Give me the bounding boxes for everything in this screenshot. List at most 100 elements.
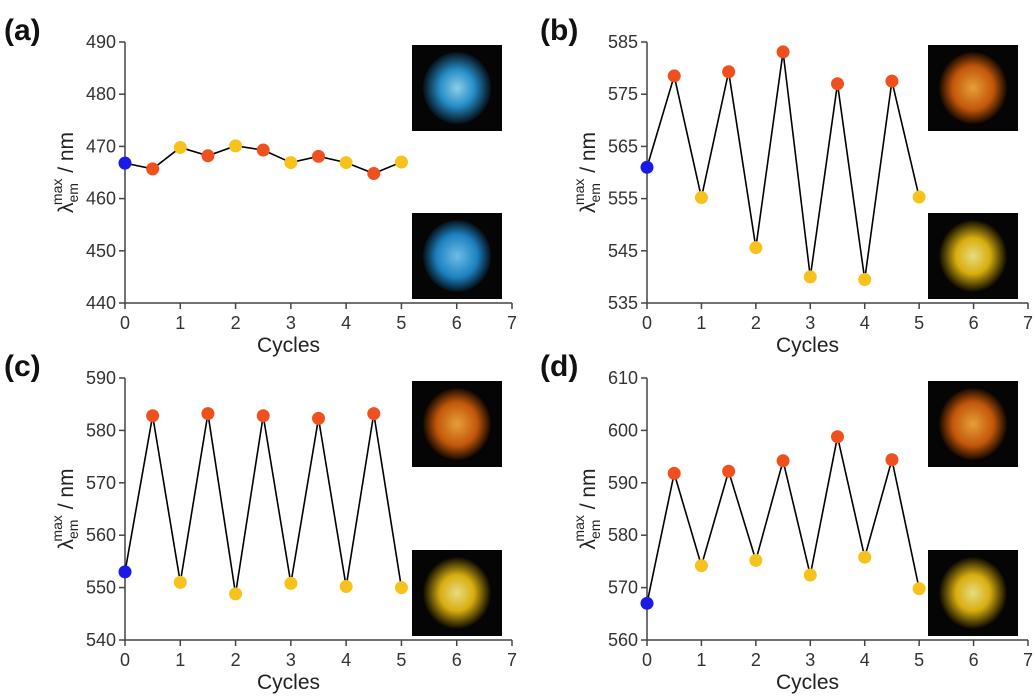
data-point: [118, 565, 132, 579]
inset-glow: [423, 388, 491, 460]
inset-glow: [423, 52, 491, 124]
y-axis-label: λemmax / nm: [571, 132, 603, 213]
data-point: [118, 156, 132, 170]
x-tick-label: 1: [696, 313, 706, 333]
y-label-sup: max: [571, 179, 587, 205]
data-point: [394, 581, 408, 595]
x-tick-label: 7: [507, 650, 517, 670]
y-axis-label: λemmax / nm: [49, 468, 81, 549]
y-label-unit: / nm: [55, 468, 78, 515]
inset-glow: [939, 220, 1007, 292]
x-tick-label: 7: [507, 313, 517, 333]
x-axis-label: Cycles: [257, 334, 320, 357]
data-point: [146, 162, 160, 176]
y-label-sub: em: [587, 183, 603, 202]
y-tick-label: 560: [86, 525, 116, 545]
data-point: [284, 576, 298, 590]
data-point: [339, 156, 353, 170]
panel-label: (b): [540, 14, 578, 47]
data-point: [831, 430, 844, 444]
data-point: [640, 596, 654, 610]
y-tick-label: 560: [608, 630, 638, 650]
x-tick-label: 6: [969, 313, 979, 333]
data-point: [256, 143, 270, 157]
data-point: [831, 77, 844, 91]
y-label-symbol: λ: [577, 539, 600, 550]
data-line: [646, 51, 920, 280]
data-point: [256, 409, 270, 423]
data-point: [201, 149, 215, 163]
x-tick-label: 1: [175, 650, 185, 670]
y-tick-label: 450: [86, 241, 116, 261]
y-tick-label: 555: [608, 189, 638, 209]
y-tick-label: 440: [86, 293, 116, 313]
y-label-symbol: λ: [55, 202, 78, 213]
data-point: [146, 409, 160, 423]
data-point: [722, 65, 736, 79]
y-tick-label: 570: [608, 578, 638, 598]
x-tick-label: 1: [175, 313, 185, 333]
x-tick-label: 3: [805, 650, 815, 670]
data-point: [749, 241, 763, 255]
y-tick-label: 540: [86, 630, 116, 650]
x-tick-label: 3: [286, 650, 296, 670]
y-axis-label: λemmax / nm: [571, 468, 603, 549]
y-label-unit: / nm: [577, 468, 600, 515]
x-tick-label: 4: [341, 650, 351, 670]
panel-label: (c): [4, 350, 41, 383]
x-tick-label: 5: [914, 313, 924, 333]
x-tick-label: 4: [860, 650, 870, 670]
x-tick-label: 6: [452, 313, 462, 333]
inset-glow: [939, 388, 1007, 460]
y-tick-label: 460: [86, 189, 116, 209]
y-tick-label: 580: [608, 525, 638, 545]
data-point: [885, 453, 899, 467]
inset-glow: [423, 557, 491, 629]
y-label-unit: / nm: [55, 132, 78, 179]
panel-label: (d): [540, 350, 578, 383]
data-point: [640, 160, 654, 174]
y-tick-label: 480: [86, 84, 116, 104]
y-tick-label: 575: [608, 84, 638, 104]
data-line: [124, 413, 403, 595]
x-tick-label: 0: [642, 313, 652, 333]
y-tick-label: 535: [608, 293, 638, 313]
x-tick-label: 2: [231, 313, 241, 333]
x-tick-label: 7: [1023, 313, 1033, 333]
data-point: [339, 580, 353, 594]
data-point: [312, 149, 325, 163]
inset-glow: [939, 52, 1007, 124]
data-point: [694, 559, 708, 573]
y-tick-label: 610: [608, 368, 638, 388]
x-axis-label: Cycles: [776, 671, 839, 694]
data-point: [284, 156, 298, 170]
data-point: [173, 140, 187, 154]
y-label-symbol: λ: [577, 202, 600, 213]
data-point: [229, 587, 243, 601]
y-tick-label: 580: [86, 420, 116, 440]
y-tick-label: 550: [86, 578, 116, 598]
y-tick-label: 570: [86, 473, 116, 493]
y-tick-label: 590: [608, 473, 638, 493]
x-axis-label: Cycles: [776, 334, 839, 357]
data-point: [312, 411, 325, 425]
data-point: [367, 167, 381, 181]
x-tick-label: 3: [286, 313, 296, 333]
y-label-sub: em: [65, 183, 81, 202]
panel-label: (a): [4, 14, 41, 47]
x-tick-label: 7: [1023, 650, 1033, 670]
data-point: [749, 553, 763, 567]
data-point: [858, 550, 872, 564]
data-point: [885, 74, 899, 88]
data-point: [394, 155, 408, 169]
data-point: [776, 454, 790, 468]
data-point: [776, 45, 790, 59]
y-label-sup: max: [49, 179, 65, 205]
x-tick-label: 6: [969, 650, 979, 670]
data-point: [173, 575, 187, 589]
y-axis-label: λemmax / nm: [49, 132, 81, 213]
x-tick-label: 2: [751, 650, 761, 670]
y-label-unit: / nm: [577, 132, 600, 179]
x-tick-label: 0: [120, 313, 130, 333]
